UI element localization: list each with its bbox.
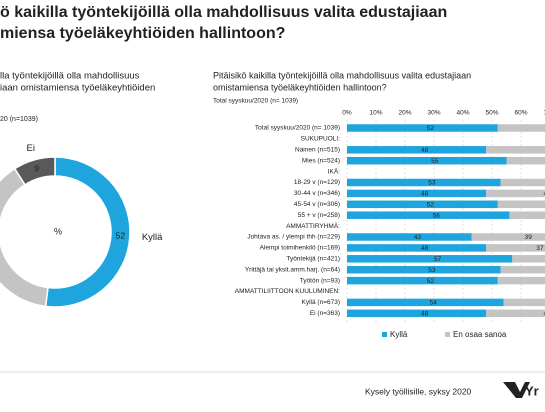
row-label: Nainen (n=515) <box>295 147 340 154</box>
row-label: 55 + v (n=258) <box>298 212 340 219</box>
x-tick-label: 60% <box>514 110 527 117</box>
bar-segment <box>486 146 545 154</box>
bar-segment <box>486 309 545 318</box>
bar-segment <box>347 156 507 165</box>
bar-segment <box>471 233 545 241</box>
bar-segment <box>497 124 545 132</box>
bar-segment <box>497 276 545 285</box>
bar-value: 42 <box>543 311 545 318</box>
logo-mark <box>503 382 530 398</box>
slice-label: 52 <box>116 230 126 240</box>
x-tick-label: 20% <box>398 110 411 117</box>
bar-segment <box>347 211 510 219</box>
row-label: AMMATTIRYHMÄ: <box>286 222 340 230</box>
row-label: Mies (n=524) <box>302 157 340 164</box>
bar-value: 55 <box>431 158 439 165</box>
bar-segment <box>347 178 501 187</box>
x-tick-label: 40% <box>456 110 469 117</box>
bar-value: 52 <box>427 202 435 209</box>
bar-segment <box>347 298 504 307</box>
row-label: Total syyskuu/2020 (n= 1039) <box>255 125 340 132</box>
bar-value: 53 <box>428 180 436 187</box>
row-label: Johtava as. / ylempi thh (n=229) <box>247 234 340 241</box>
row-label: Alempi toimihenkilö (n=169) <box>260 245 340 252</box>
footer: Kysely työllisille, syksy 2020 <box>365 386 472 396</box>
bar-value: 48 <box>421 147 429 154</box>
bar-value: 52 <box>427 125 435 132</box>
bar-value: 42 <box>543 191 545 198</box>
donut-center: % <box>54 226 62 236</box>
legend-label: En osaa sanoa <box>453 330 507 339</box>
bar-segment <box>497 200 545 209</box>
bar-value: 43 <box>414 234 422 241</box>
donut-subtitle: 20 (n=1039) <box>0 116 38 123</box>
donut-title: lla työntekijöillä olla mahdollisuus <box>0 71 140 82</box>
bar-title: Pitäisikö kaikilla työntekijöillä olla m… <box>213 70 471 80</box>
row-label: Ei (n=363) <box>310 310 340 317</box>
slice-name: Ei <box>27 143 35 154</box>
donut-slice <box>13 156 56 186</box>
bar-segment <box>512 255 545 263</box>
bar-value: 48 <box>421 191 429 198</box>
bar-value: 48 <box>421 311 429 318</box>
bar-segment <box>347 146 487 154</box>
bar-subtitle: Total syyskuu/2020 (n= 1039) <box>213 98 298 105</box>
bar-segment <box>486 189 545 198</box>
bar-segment <box>347 255 513 263</box>
x-tick-label: 30% <box>427 110 440 117</box>
row-label: Kyllä (n=673) <box>302 299 340 306</box>
slide-title: ö kaikilla työntekijöillä olla mahdollis… <box>0 4 447 21</box>
row-label: 45-54 v (n=306) <box>294 201 340 208</box>
bar-value: 56 <box>433 212 441 219</box>
bar-value: 39 <box>525 234 533 241</box>
row-label: Työtön (n=93) <box>300 277 340 284</box>
x-tick-label: 70% <box>543 110 545 117</box>
legend-swatch <box>445 332 450 337</box>
row-label: IKÄ: <box>328 167 340 175</box>
donut-slice <box>0 167 49 308</box>
bar-segment <box>500 178 545 187</box>
row-label: SUKUPUOLI: <box>301 136 341 143</box>
slide-title: miensa työeläkeyhtiöiden hallintoon? <box>0 25 285 42</box>
bar-segment <box>347 265 501 274</box>
bar-segment <box>347 233 472 241</box>
row-label: Työntekijä (n=421) <box>286 256 340 263</box>
bar-segment <box>509 211 545 219</box>
row-label: 30-44 v (n=346) <box>294 190 340 197</box>
bar-value: 53 <box>428 267 436 274</box>
row-label: AMMATTILIITTOON KUULUMINEN: <box>235 288 340 295</box>
bar-segment <box>347 244 487 252</box>
legend-swatch <box>382 332 387 337</box>
bar-value: 57 <box>434 256 442 263</box>
logo: Yr <box>525 383 539 398</box>
bar-segment <box>500 265 545 274</box>
bar-title: omistamiensa työeläkeyhtiöiden hallintoo… <box>213 82 387 92</box>
slice-name: Kyllä <box>142 232 163 243</box>
bar-segment <box>347 189 487 198</box>
bar-segment <box>486 244 545 252</box>
slice-label: 9 <box>34 163 39 173</box>
bar-segment <box>347 124 498 132</box>
x-tick-label: 0% <box>342 110 352 117</box>
bar-segment <box>506 156 545 165</box>
bar-value: 37 <box>536 245 544 252</box>
x-tick-label: 50% <box>485 110 498 117</box>
bar-segment <box>347 309 487 318</box>
x-tick-label: 10% <box>369 110 382 117</box>
row-label: Yrittäjä tai yksit.amm.harj. (n=64) <box>245 266 340 273</box>
bar-segment <box>347 200 498 209</box>
donut-title: iaan omistamiensa työeläkeyhtiöiden <box>0 83 155 94</box>
bar-value: 52 <box>427 278 435 285</box>
legend-label: Kyllä <box>390 330 408 339</box>
bar-value: 54 <box>430 300 438 307</box>
bar-segment <box>347 276 498 285</box>
row-label: 18-29 v (n=129) <box>294 179 340 186</box>
bar-segment <box>503 298 545 307</box>
bar-value: 48 <box>421 245 429 252</box>
